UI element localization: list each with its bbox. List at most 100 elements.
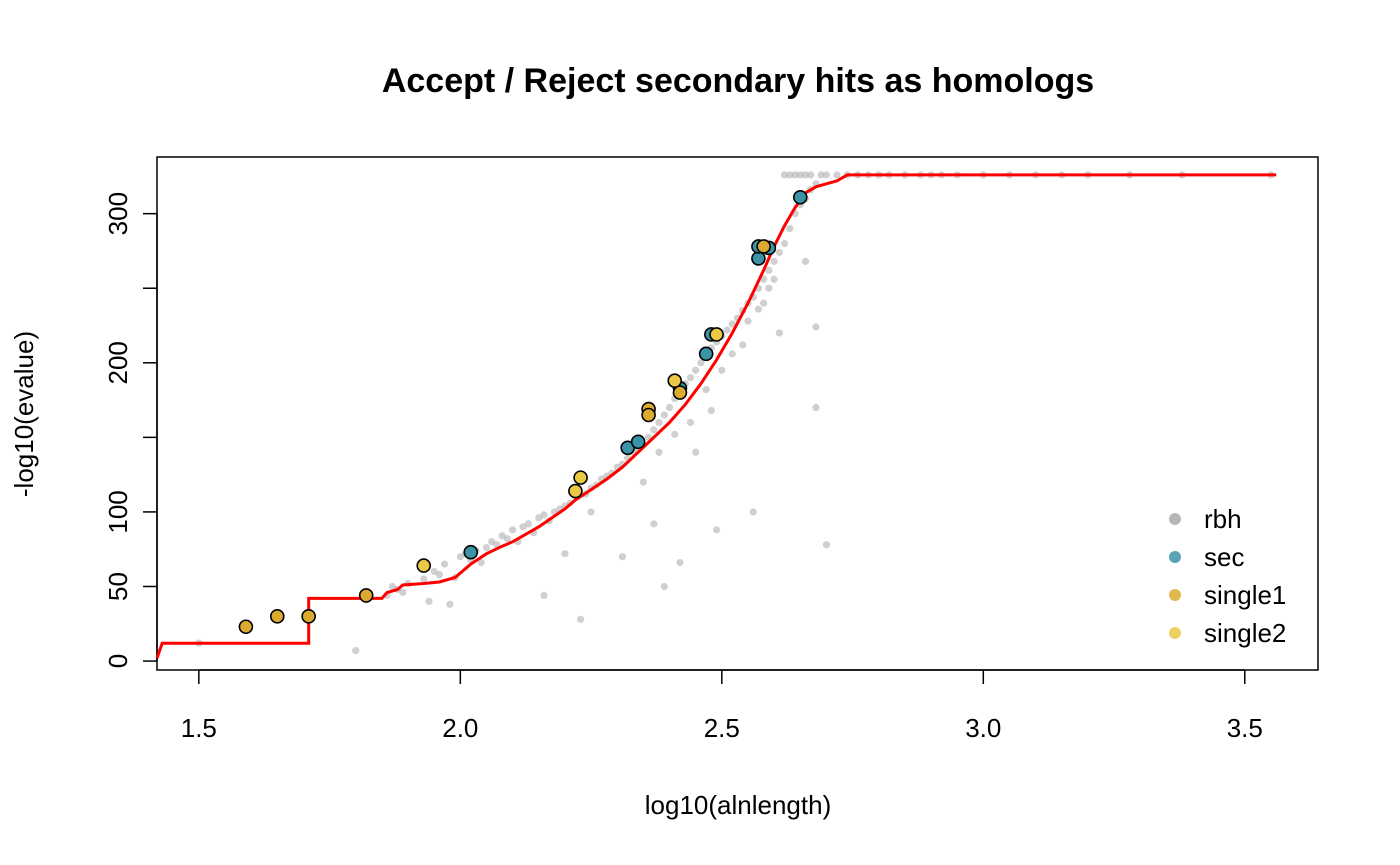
point-rbh (728, 320, 736, 328)
point-rbh (671, 430, 679, 438)
point-rbh (425, 597, 433, 606)
point-rbh (577, 615, 585, 623)
y-tick-label: 0 (103, 654, 133, 668)
point-rbh (780, 171, 789, 179)
x-tick-label: 2.5 (704, 713, 740, 743)
point-rbh (744, 317, 752, 325)
point-single1 (301, 609, 316, 624)
point-rbh (754, 305, 763, 313)
point-rbh (692, 448, 700, 456)
x-tick-label: 1.5 (181, 713, 217, 743)
x-axis-label: log10(alnlength) (645, 790, 831, 820)
point-single1 (641, 407, 656, 423)
plot-frame (156, 156, 1319, 671)
chart-title: Accept / Reject secondary hits as homolo… (382, 62, 1094, 100)
point-sec (751, 251, 766, 266)
point-single2 (416, 558, 432, 573)
point-rbh (660, 411, 668, 419)
legend-marker-sec (1169, 551, 1181, 563)
legend-marker-rbh (1169, 513, 1181, 525)
point-single2 (573, 470, 588, 485)
point-rbh (775, 329, 783, 337)
point-rbh (822, 541, 831, 549)
point-rbh (770, 275, 778, 283)
point-rbh (519, 523, 527, 531)
point-rbh (587, 508, 595, 516)
point-rbh (791, 171, 799, 179)
point-rbh (692, 366, 700, 374)
point-rbh (718, 366, 726, 374)
point-rbh (697, 359, 705, 367)
point-rbh (765, 266, 773, 274)
point-rbh (712, 526, 721, 534)
highlight-points (238, 189, 808, 635)
point-single1 (358, 588, 374, 603)
point-rbh (833, 171, 841, 179)
point-rbh (765, 284, 773, 292)
point-rbh (420, 575, 428, 583)
x-axis: 1.5 2.0 2.5 3.0 3.5 (181, 669, 1263, 743)
legend-label-single1: single1 (1204, 580, 1286, 610)
point-rbh (399, 588, 407, 597)
point-rbh (477, 559, 485, 567)
point-rbh (707, 406, 715, 415)
point-rbh (650, 426, 658, 434)
point-rbh (702, 386, 710, 394)
point-rbh (488, 538, 496, 546)
point-rbh (739, 341, 747, 349)
point-rbh (801, 257, 810, 265)
point-single2 (709, 327, 724, 342)
y-tick-label: 100 (103, 490, 133, 533)
point-single1 (238, 619, 254, 635)
point-rbh (639, 478, 647, 486)
point-single2 (667, 373, 683, 388)
point-rbh (822, 171, 831, 179)
point-rbh (540, 511, 548, 519)
point-rbh (686, 418, 695, 427)
legend-marker-single2 (1169, 627, 1181, 639)
point-single1 (756, 239, 771, 254)
legend: rbh sec single1 single2 (1169, 504, 1286, 648)
point-rbh (812, 323, 820, 331)
point-rbh (775, 248, 783, 257)
point-rbh (435, 570, 444, 579)
y-axis-label: -log10(evalue) (9, 331, 39, 497)
point-rbh (760, 275, 768, 283)
point-rbh (760, 299, 768, 307)
point-rbh (786, 224, 794, 233)
point-rbh (509, 526, 517, 534)
point-rbh (482, 544, 491, 552)
point-single2 (568, 483, 583, 499)
point-rbh (524, 520, 532, 528)
point-rbh (796, 171, 804, 179)
point-rbh (352, 647, 360, 655)
point-rbh (686, 374, 695, 382)
y-tick-label: 300 (103, 192, 133, 235)
point-rbh (801, 171, 810, 179)
point-rbh (812, 403, 820, 412)
point-rbh (456, 553, 464, 561)
x-tick-label: 3.0 (965, 713, 1001, 743)
point-rbh (503, 535, 511, 543)
point-single1 (672, 385, 688, 400)
data-points (195, 171, 1275, 655)
point-rbh (561, 550, 569, 558)
point-rbh (817, 171, 825, 179)
point-single1 (269, 609, 285, 624)
point-rbh (650, 520, 658, 528)
threshold-line (155, 173, 1277, 659)
point-rbh (723, 326, 731, 334)
point-sec (630, 434, 646, 450)
point-rbh (770, 257, 778, 265)
point-rbh (665, 403, 674, 412)
point-rbh (446, 600, 454, 608)
point-rbh (660, 582, 668, 591)
point-rbh (535, 514, 543, 522)
point-rbh (498, 532, 506, 540)
point-sec (698, 346, 714, 362)
point-rbh (749, 508, 757, 516)
point-rbh (807, 171, 815, 179)
point-rbh (728, 350, 736, 358)
y-tick-label: 200 (103, 341, 133, 384)
